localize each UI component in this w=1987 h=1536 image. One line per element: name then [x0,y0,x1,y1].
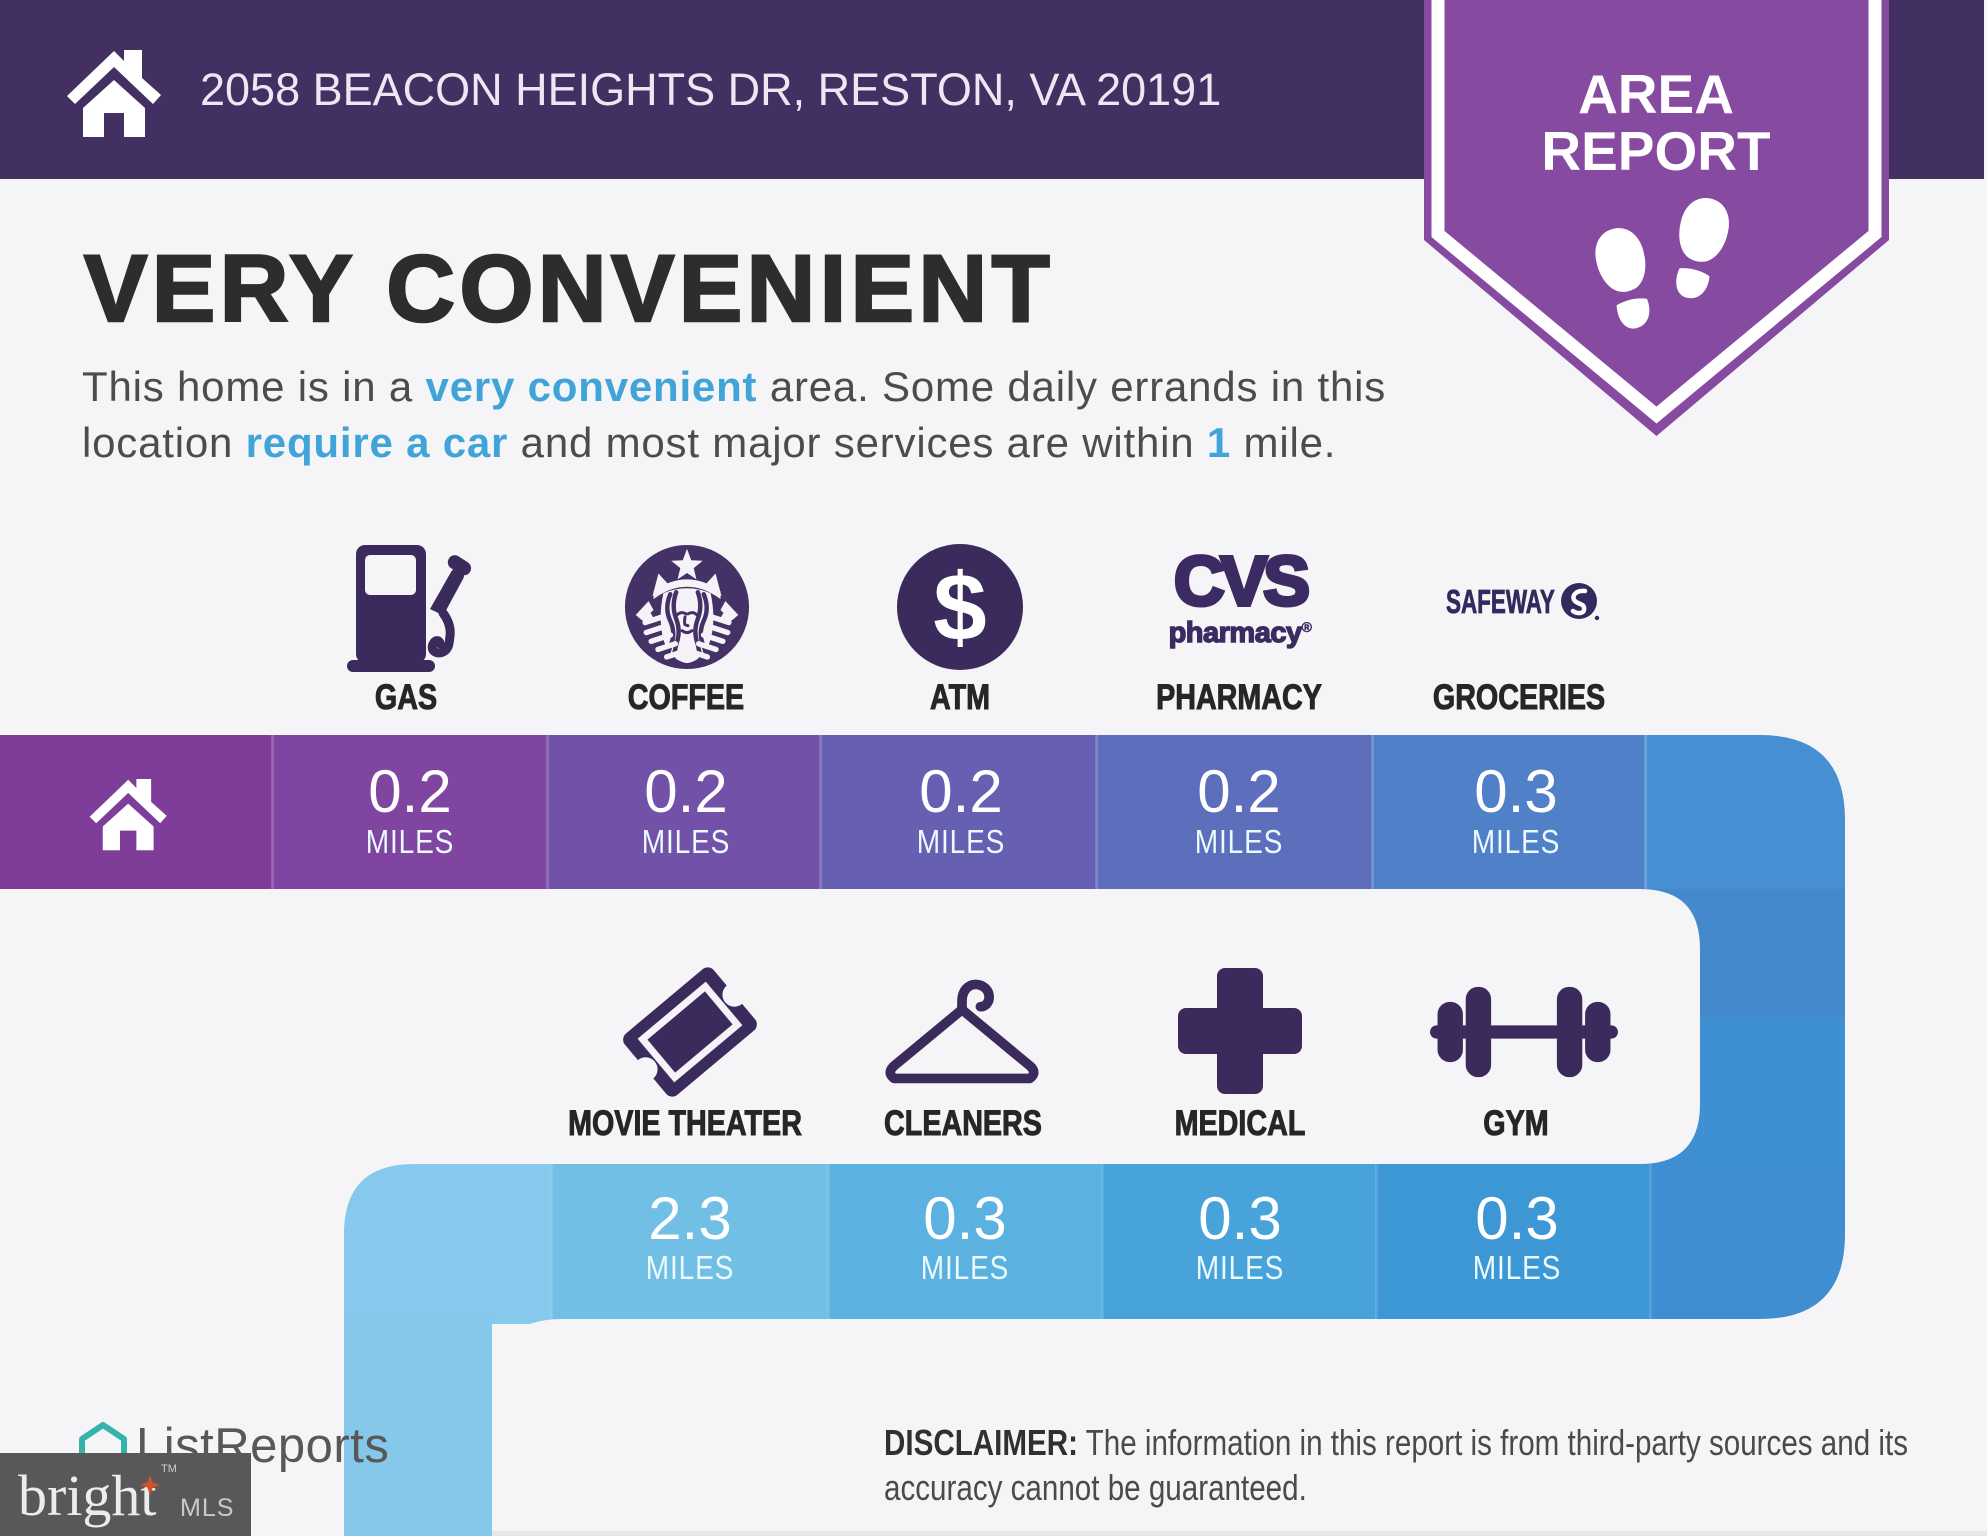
svg-text:REPORT: REPORT [1541,120,1770,182]
svg-text:$: $ [933,554,986,661]
svg-text:AREA: AREA [1578,63,1734,125]
